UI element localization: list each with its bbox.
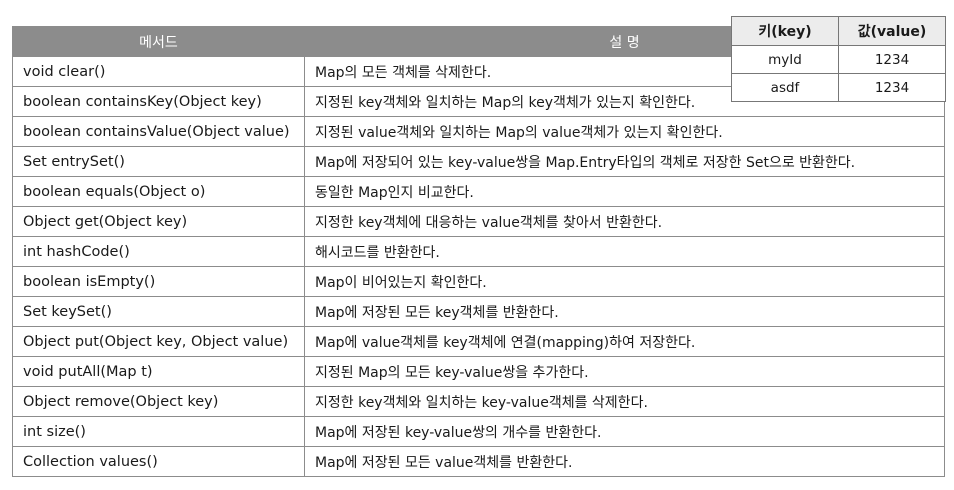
method-cell: boolean isEmpty() bbox=[12, 266, 305, 297]
kv-value-cell: 1234 bbox=[838, 73, 946, 102]
description-cell: Map에 저장된 모든 key객체를 반환한다. bbox=[304, 296, 945, 327]
column-header-method: 메서드 bbox=[12, 26, 305, 57]
description-cell: 지정된 Map의 모든 key-value쌍을 추가한다. bbox=[304, 356, 945, 387]
kv-key-cell: myId bbox=[731, 45, 839, 74]
kv-header-key: 키(key) bbox=[731, 16, 839, 46]
description-cell: Map에 저장된 모든 value객체를 반환한다. bbox=[304, 446, 945, 477]
method-cell: Object put(Object key, Object value) bbox=[12, 326, 305, 357]
kv-row: asdf 1234 bbox=[731, 73, 946, 102]
method-cell: Set keySet() bbox=[12, 296, 305, 327]
method-cell: int size() bbox=[12, 416, 305, 447]
table-row: Object put(Object key, Object value) Map… bbox=[12, 326, 945, 357]
kv-row: myId 1234 bbox=[731, 45, 946, 74]
table-row: Object remove(Object key) 지정한 key객체와 일치하… bbox=[12, 386, 945, 417]
table-row: Set entrySet() Map에 저장되어 있는 key-value쌍을 … bbox=[12, 146, 945, 177]
kv-value-cell: 1234 bbox=[838, 45, 946, 74]
kv-header-value: 값(value) bbox=[838, 16, 946, 46]
method-cell: Object get(Object key) bbox=[12, 206, 305, 237]
description-cell: Map에 value객체를 key객체에 연결(mapping)하여 저장한다. bbox=[304, 326, 945, 357]
description-cell: 지정된 value객체와 일치하는 Map의 value객체가 있는지 확인한다… bbox=[304, 116, 945, 147]
table-row: Object get(Object key) 지정한 key객체에 대응하는 v… bbox=[12, 206, 945, 237]
method-cell: boolean equals(Object o) bbox=[12, 176, 305, 207]
description-cell: 지정한 key객체에 대응하는 value객체를 찾아서 반환한다. bbox=[304, 206, 945, 237]
method-cell: Set entrySet() bbox=[12, 146, 305, 177]
method-cell: boolean containsKey(Object key) bbox=[12, 86, 305, 117]
table-row: void clear() Map의 모든 객체를 삭제한다. bbox=[12, 56, 945, 87]
table-row: boolean isEmpty() Map이 비어있는지 확인한다. bbox=[12, 266, 945, 297]
method-cell: Object remove(Object key) bbox=[12, 386, 305, 417]
method-cell: int hashCode() bbox=[12, 236, 305, 267]
method-cell: void putAll(Map t) bbox=[12, 356, 305, 387]
table-row: int hashCode() 해시코드를 반환한다. bbox=[12, 236, 945, 267]
table-row: Set keySet() Map에 저장된 모든 key객체를 반환한다. bbox=[12, 296, 945, 327]
method-cell: void clear() bbox=[12, 56, 305, 87]
table-row: Collection values() Map에 저장된 모든 value객체를… bbox=[12, 446, 945, 477]
kv-key-cell: asdf bbox=[731, 73, 839, 102]
kv-header-row: 키(key) 값(value) bbox=[731, 16, 946, 46]
table-row: boolean containsValue(Object value) 지정된 … bbox=[12, 116, 945, 147]
table-row: void putAll(Map t) 지정된 Map의 모든 key-value… bbox=[12, 356, 945, 387]
method-cell: boolean containsValue(Object value) bbox=[12, 116, 305, 147]
key-value-table: 키(key) 값(value) myId 1234 asdf 1234 bbox=[731, 16, 946, 102]
description-cell: 지정한 key객체와 일치하는 key-value객체를 삭제한다. bbox=[304, 386, 945, 417]
description-cell: 해시코드를 반환한다. bbox=[304, 236, 945, 267]
description-cell: 동일한 Map인지 비교한다. bbox=[304, 176, 945, 207]
description-cell: Map에 저장되어 있는 key-value쌍을 Map.Entry타입의 객체… bbox=[304, 146, 945, 177]
description-cell: Map이 비어있는지 확인한다. bbox=[304, 266, 945, 297]
table-row: int size() Map에 저장된 key-value쌍의 개수를 반환한다… bbox=[12, 416, 945, 447]
description-cell: Map에 저장된 key-value쌍의 개수를 반환한다. bbox=[304, 416, 945, 447]
method-cell: Collection values() bbox=[12, 446, 305, 477]
table-row: boolean equals(Object o) 동일한 Map인지 비교한다. bbox=[12, 176, 945, 207]
